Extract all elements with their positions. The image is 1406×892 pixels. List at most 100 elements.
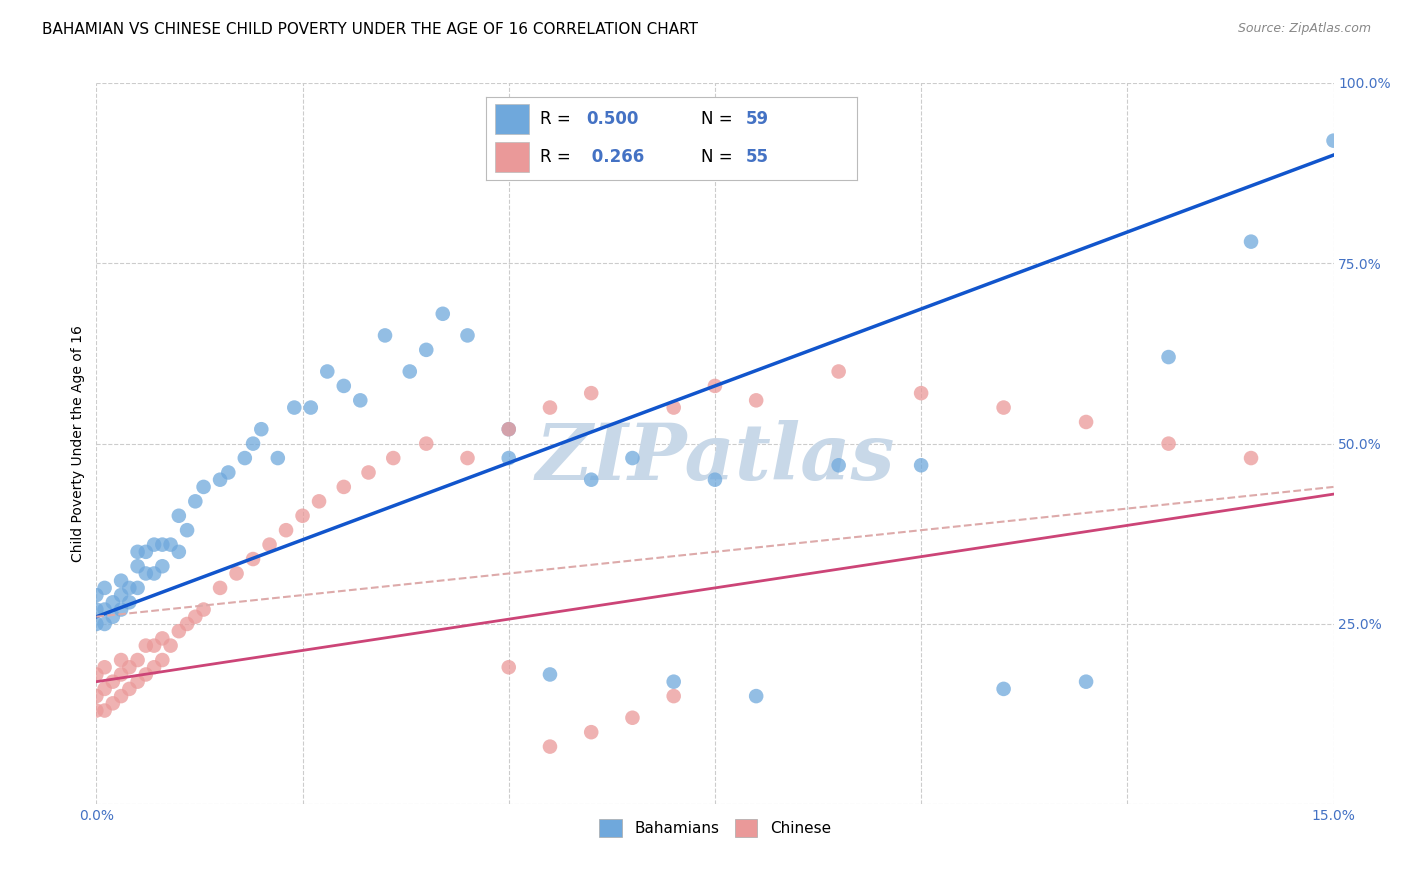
Point <box>250 422 273 436</box>
Point <box>101 595 124 609</box>
Point <box>1157 350 1180 364</box>
Point <box>110 588 132 602</box>
Point <box>101 696 124 710</box>
Point <box>86 667 108 681</box>
Point <box>150 559 173 574</box>
Point <box>150 538 173 552</box>
Point <box>299 401 322 415</box>
Point <box>579 473 602 487</box>
Text: ZIPatlas: ZIPatlas <box>536 420 894 496</box>
Point <box>398 364 420 378</box>
Point <box>1074 674 1097 689</box>
Point <box>150 632 173 646</box>
Point <box>662 674 685 689</box>
Point <box>225 566 247 581</box>
Point <box>110 667 132 681</box>
Point <box>333 379 356 393</box>
Point <box>217 466 239 480</box>
Point <box>291 508 314 523</box>
Point <box>135 667 157 681</box>
Point <box>118 581 141 595</box>
Point <box>135 545 157 559</box>
Point <box>184 494 207 508</box>
Legend: Bahamians, Chinese: Bahamians, Chinese <box>593 813 837 844</box>
Point <box>143 639 166 653</box>
Point <box>579 386 602 401</box>
Point <box>176 523 198 537</box>
Point <box>86 588 108 602</box>
Point <box>167 508 190 523</box>
Point <box>86 617 108 632</box>
Point <box>110 602 132 616</box>
Y-axis label: Child Poverty Under the Age of 16: Child Poverty Under the Age of 16 <box>72 326 86 562</box>
Text: Source: ZipAtlas.com: Source: ZipAtlas.com <box>1237 22 1371 36</box>
Point <box>93 617 115 632</box>
Point <box>209 473 232 487</box>
Point <box>127 674 149 689</box>
Point <box>415 436 437 450</box>
Point <box>101 674 124 689</box>
Point <box>283 401 305 415</box>
Point <box>457 451 479 466</box>
Point <box>415 343 437 357</box>
Point <box>176 617 198 632</box>
Point <box>1322 134 1344 148</box>
Point <box>621 711 644 725</box>
Point <box>1074 415 1097 429</box>
Point <box>193 602 215 616</box>
Point <box>86 689 108 703</box>
Point <box>127 581 149 595</box>
Point <box>621 451 644 466</box>
Point <box>233 451 256 466</box>
Point <box>827 458 849 473</box>
Point <box>143 566 166 581</box>
Point <box>498 660 520 674</box>
Point <box>745 689 768 703</box>
Point <box>274 523 297 537</box>
Point <box>316 364 339 378</box>
Point <box>745 393 768 408</box>
Point <box>143 538 166 552</box>
Point <box>86 602 108 616</box>
Point <box>374 328 396 343</box>
Point <box>382 451 405 466</box>
Point <box>993 681 1015 696</box>
Point <box>167 545 190 559</box>
Point <box>1240 235 1263 249</box>
Point <box>127 653 149 667</box>
Point <box>110 574 132 588</box>
Point <box>93 704 115 718</box>
Point <box>93 660 115 674</box>
Point <box>538 401 561 415</box>
Point <box>349 393 371 408</box>
Point <box>150 653 173 667</box>
Point <box>267 451 290 466</box>
Point <box>93 681 115 696</box>
Point <box>127 545 149 559</box>
Point <box>101 609 124 624</box>
Point <box>579 725 602 739</box>
Point <box>127 559 149 574</box>
Point <box>662 401 685 415</box>
Point <box>457 328 479 343</box>
Point <box>93 581 115 595</box>
Point <box>159 639 181 653</box>
Point <box>910 386 932 401</box>
Text: BAHAMIAN VS CHINESE CHILD POVERTY UNDER THE AGE OF 16 CORRELATION CHART: BAHAMIAN VS CHINESE CHILD POVERTY UNDER … <box>42 22 699 37</box>
Point <box>242 436 264 450</box>
Point <box>193 480 215 494</box>
Point <box>118 660 141 674</box>
Point <box>1157 436 1180 450</box>
Point <box>184 609 207 624</box>
Point <box>308 494 330 508</box>
Point <box>703 473 725 487</box>
Point <box>432 307 454 321</box>
Point <box>242 552 264 566</box>
Point <box>86 704 108 718</box>
Point <box>110 689 132 703</box>
Point <box>1240 451 1263 466</box>
Point <box>93 602 115 616</box>
Point <box>703 379 725 393</box>
Point <box>498 422 520 436</box>
Point <box>118 595 141 609</box>
